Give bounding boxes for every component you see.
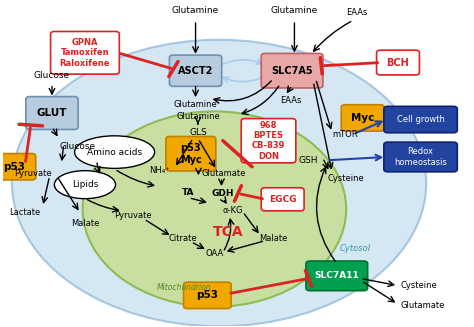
Text: Citrate: Citrate — [168, 234, 197, 243]
Text: Cytosol: Cytosol — [340, 244, 371, 253]
Text: OAA: OAA — [205, 249, 224, 258]
Text: Lipids: Lipids — [72, 180, 98, 189]
Ellipse shape — [12, 40, 426, 326]
Ellipse shape — [55, 171, 116, 199]
FancyBboxPatch shape — [241, 119, 296, 163]
Text: GLS: GLS — [189, 128, 207, 137]
Text: mTOR: mTOR — [332, 130, 358, 139]
Text: Glucose: Glucose — [59, 142, 95, 151]
FancyBboxPatch shape — [261, 188, 304, 211]
Text: Pyruvate: Pyruvate — [14, 169, 52, 179]
Text: Glutamine: Glutamine — [176, 112, 220, 121]
Text: 968
BPTES
CB-839
DON: 968 BPTES CB-839 DON — [252, 121, 285, 161]
Text: Glutamine: Glutamine — [172, 6, 219, 15]
Text: TCA: TCA — [213, 225, 244, 239]
FancyBboxPatch shape — [0, 154, 36, 180]
Text: BCH: BCH — [387, 58, 410, 68]
Text: SLC7A11: SLC7A11 — [314, 271, 359, 280]
Text: Mitochondrion: Mitochondrion — [156, 283, 211, 292]
Text: Redox
homeostasis: Redox homeostasis — [394, 147, 447, 167]
Text: p53: p53 — [3, 162, 25, 172]
FancyBboxPatch shape — [51, 31, 119, 74]
Text: Glutamate: Glutamate — [201, 169, 246, 178]
Text: α-KG: α-KG — [223, 206, 244, 215]
FancyBboxPatch shape — [384, 142, 457, 172]
Text: Cell growth: Cell growth — [397, 115, 445, 124]
Text: GLUT: GLUT — [37, 108, 67, 118]
Text: Malate: Malate — [71, 219, 99, 228]
Ellipse shape — [82, 112, 346, 307]
FancyBboxPatch shape — [261, 53, 323, 88]
Text: Glutamate: Glutamate — [401, 301, 445, 310]
Text: Glutamine: Glutamine — [271, 6, 318, 15]
Text: NH₄⁺: NH₄⁺ — [149, 165, 170, 175]
FancyBboxPatch shape — [166, 136, 216, 171]
Text: GSH: GSH — [299, 156, 318, 165]
Ellipse shape — [74, 136, 155, 168]
Text: Pyruvate: Pyruvate — [115, 211, 152, 220]
FancyBboxPatch shape — [341, 105, 384, 131]
Text: EGCG: EGCG — [269, 195, 296, 204]
Text: p53
Myc: p53 Myc — [180, 143, 202, 164]
FancyBboxPatch shape — [169, 55, 222, 86]
Text: Myc: Myc — [351, 113, 374, 123]
Text: EAAs: EAAs — [280, 95, 301, 105]
FancyBboxPatch shape — [183, 282, 231, 309]
Text: Cysteine: Cysteine — [401, 281, 437, 290]
Text: TA: TA — [182, 188, 195, 197]
Text: EAAs: EAAs — [346, 8, 367, 17]
FancyBboxPatch shape — [376, 50, 419, 75]
Text: Amino acids: Amino acids — [87, 147, 142, 157]
Text: Cysteine: Cysteine — [328, 174, 364, 183]
Text: Glutamine: Glutamine — [173, 100, 218, 110]
Text: GPNA
Tamoxifen
Raloxifene: GPNA Tamoxifen Raloxifene — [60, 38, 110, 68]
Text: Lactate: Lactate — [9, 208, 40, 217]
Text: ASCT2: ASCT2 — [178, 66, 213, 76]
Text: SLC7A5: SLC7A5 — [271, 66, 313, 76]
FancyBboxPatch shape — [306, 261, 368, 291]
FancyBboxPatch shape — [26, 96, 78, 129]
Text: GDH: GDH — [211, 189, 234, 198]
Text: Malate: Malate — [259, 234, 287, 243]
FancyBboxPatch shape — [384, 106, 457, 133]
Text: p53: p53 — [196, 290, 219, 301]
Text: Glucose: Glucose — [34, 72, 70, 80]
